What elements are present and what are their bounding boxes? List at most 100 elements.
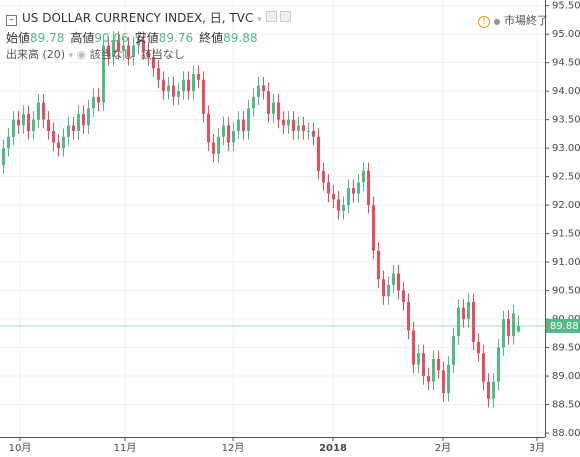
candle-body <box>122 45 125 52</box>
candle-body <box>7 136 10 149</box>
candle-body <box>42 102 45 120</box>
candle-body <box>517 325 520 332</box>
candle-body <box>437 358 440 371</box>
y-tick-label: 95.00 <box>552 29 580 40</box>
ohlc-value: 89.78 <box>30 31 65 45</box>
settings-icon[interactable] <box>265 11 277 22</box>
candle-body <box>392 273 395 285</box>
candle-body <box>147 51 150 57</box>
ohlc-label: 終値 <box>199 31 224 45</box>
candle-body <box>447 364 450 394</box>
candle-body <box>477 341 480 354</box>
candle-body <box>357 182 360 194</box>
candle-body <box>422 353 425 377</box>
candle-body <box>362 170 365 183</box>
candle-body <box>197 74 200 80</box>
last-price-tag <box>546 318 580 333</box>
eye-icon[interactable]: ◉ <box>76 48 87 61</box>
x-tick-label: 2月 <box>435 442 451 454</box>
y-tick-label: 89.50 <box>552 343 580 354</box>
candle-body <box>402 290 405 302</box>
candle-body <box>457 307 460 337</box>
candle-body <box>367 170 370 206</box>
candle-body <box>292 119 295 132</box>
candle-body <box>492 381 495 399</box>
candle-body <box>352 188 355 194</box>
ohlc-row: 始値89.78 高値90.06 安値89.76 終値89.88 <box>6 29 264 46</box>
chart-title: US DOLLAR CURRENCY INDEX, 日, TVC <box>22 11 254 25</box>
candle-body <box>182 79 185 92</box>
candle-body <box>172 85 175 97</box>
y-tick-label: 93.00 <box>552 143 580 154</box>
candle-body <box>162 79 165 92</box>
x-tick-label: 11月 <box>114 442 137 454</box>
candle-body <box>137 39 140 46</box>
candle-body <box>47 119 50 132</box>
candle-body <box>107 45 110 57</box>
candle-body <box>102 45 105 103</box>
candle-body <box>157 68 160 80</box>
candle-body <box>252 96 255 109</box>
candle-body <box>507 319 510 337</box>
candle-body <box>317 136 320 171</box>
candle-body <box>22 113 25 126</box>
candle-body <box>237 119 240 132</box>
candle-body <box>132 45 135 57</box>
candle-body <box>382 279 385 297</box>
candle-body <box>332 193 335 200</box>
candle-body <box>267 91 270 114</box>
candle-body <box>72 125 75 132</box>
candle-body <box>442 370 445 394</box>
candle-body <box>152 56 155 69</box>
close-icon[interactable] <box>280 11 292 22</box>
ohlc-label: 高値 <box>70 31 95 45</box>
candle-body <box>127 45 130 57</box>
last-price-label: 89.88 <box>550 321 579 332</box>
dropdown-icon[interactable]: ▾ <box>257 15 262 25</box>
candle-body <box>62 136 65 149</box>
candle-body <box>342 205 345 211</box>
y-tick-label: 94.50 <box>552 58 580 69</box>
dropdown-icon[interactable]: ▾ <box>68 51 74 61</box>
candle-body <box>117 39 120 52</box>
candle-body <box>37 102 40 120</box>
candle-body <box>242 119 245 132</box>
y-tick-label: 94.00 <box>552 86 580 97</box>
title-row: – US DOLLAR CURRENCY INDEX, 日, TVC ▾ <box>6 9 292 26</box>
candle-body <box>312 131 315 137</box>
candle-body <box>452 336 455 365</box>
candle-body <box>177 91 180 97</box>
ohlc-label: 安値 <box>134 31 159 45</box>
candle-body <box>287 119 290 126</box>
candle-body <box>112 39 115 57</box>
candle-body <box>82 113 85 126</box>
y-tick-label: 91.50 <box>552 229 580 240</box>
candle-body <box>462 307 465 320</box>
candle-body <box>282 119 285 126</box>
y-tick-label: 95.50 <box>552 1 580 12</box>
collapse-icon[interactable]: – <box>6 15 17 26</box>
alert-icon[interactable]: ! <box>478 16 490 28</box>
candle-body <box>97 96 100 103</box>
candle-body <box>412 330 415 365</box>
candle-body <box>232 131 235 143</box>
x-tick-label: 12月 <box>222 442 245 454</box>
candle-body <box>297 125 300 132</box>
candle-body <box>427 376 430 382</box>
volume-label: 出来高 (20) <box>6 48 66 61</box>
y-tick-label: 89.00 <box>552 371 580 382</box>
status-text: 市場終了 <box>503 14 548 27</box>
candle-body <box>217 136 220 154</box>
candle-body <box>57 142 60 149</box>
candle-body <box>27 113 30 132</box>
candle-body <box>167 85 170 92</box>
candle-body <box>347 188 350 206</box>
candle-body <box>257 85 260 97</box>
candle-body <box>2 148 5 166</box>
candle-body <box>432 358 435 382</box>
candle-body <box>247 108 250 132</box>
y-tick-label: 88.00 <box>552 428 580 439</box>
candle-body <box>272 102 275 114</box>
candle-body <box>337 199 340 211</box>
candle-body <box>52 131 55 143</box>
